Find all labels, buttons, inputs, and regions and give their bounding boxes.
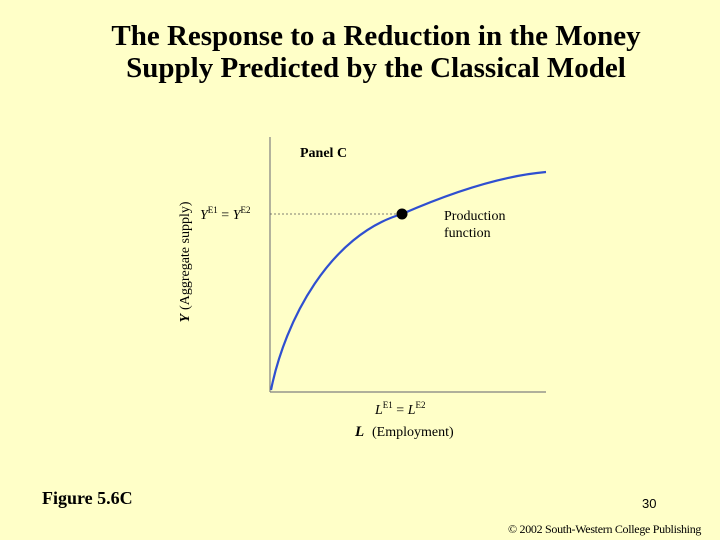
panel-label: Panel C	[300, 146, 347, 161]
l-equilibrium-label: LE1 = LE2	[374, 400, 426, 418]
x-axis-label-var: L	[354, 424, 364, 440]
curve-label-line-1: Production	[444, 209, 505, 224]
y-axis-label: Y (Aggregate supply)	[178, 201, 193, 322]
page-number: 30	[642, 496, 657, 511]
y-axis-label-var: Y	[178, 313, 193, 323]
y-equilibrium-label: YE1 = YE2	[200, 205, 251, 223]
title-line-2: Supply Predicted by the Classical Model	[126, 52, 626, 84]
copyright-notice: © 2002 South-Western College Publishing	[508, 522, 702, 536]
slide-title: The Response to a Reduction in the Money…	[0, 20, 720, 84]
title-line-1: The Response to a Reduction in the Money	[111, 20, 641, 52]
production-function-curve	[269, 170, 547, 391]
figure-label: Figure 5.6C	[42, 488, 133, 508]
y-axis-label-text: (Aggregate supply)	[178, 201, 193, 310]
x-axis-label-text: (Employment)	[372, 425, 454, 440]
curve-label-line-2: function	[444, 226, 491, 241]
equilibrium-point	[396, 208, 408, 220]
